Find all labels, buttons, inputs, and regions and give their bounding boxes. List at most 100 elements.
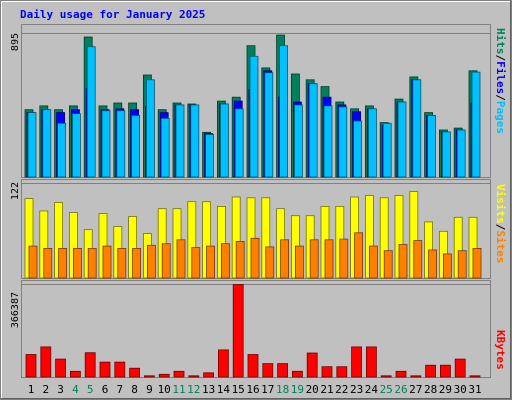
bar-pages: [471, 71, 481, 178]
bar-kbytes: [217, 349, 229, 378]
day-label: 10: [158, 383, 171, 396]
day-label: 5: [87, 383, 94, 396]
panel-middle-bars: [24, 191, 482, 279]
bar-sites: [235, 240, 245, 279]
bar-pages: [160, 118, 170, 178]
bar-kbytes: [454, 358, 466, 378]
bar-kbytes: [232, 284, 244, 378]
panel-bottom-legend: KBytes: [494, 330, 507, 370]
bar-kbytes: [439, 364, 451, 378]
day-label: 7: [116, 383, 123, 396]
bar-pages: [42, 109, 52, 178]
panel-top-bars: [24, 34, 481, 178]
day-label: 4: [72, 383, 79, 396]
day-label: 19: [291, 383, 304, 396]
panel-top-frame: [21, 24, 491, 178]
legend-separator: /: [494, 224, 507, 231]
bar-kbytes: [321, 366, 333, 378]
bar-kbytes: [114, 361, 126, 378]
day-label: 29: [439, 383, 452, 396]
day-label: 14: [217, 383, 231, 396]
legend-sites: Sites: [494, 230, 507, 263]
bar-pages: [72, 113, 81, 178]
bar-pages: [131, 115, 141, 178]
x-axis-day-labels: 1 2 3 4 5 6 7 8 9 10 11 12 13 14 15 16 17 18 19 20 21 22 23 24 2…: [28, 383, 482, 396]
day-label: 3: [57, 383, 64, 396]
bar-sites: [383, 250, 393, 279]
bar-pages: [27, 112, 37, 178]
bar-sites: [442, 253, 452, 279]
day-label: 26: [394, 383, 407, 396]
bar-sites: [368, 245, 378, 279]
bar-kbytes: [158, 373, 170, 378]
bar-kbytes: [188, 375, 200, 378]
bar-kbytes: [380, 375, 392, 378]
bar-pages: [353, 120, 363, 178]
bar-pages: [101, 110, 111, 178]
legend-separator: /: [494, 55, 507, 62]
bar-pages: [145, 79, 155, 178]
day-label: 15: [232, 383, 245, 396]
bar-sites: [73, 247, 82, 279]
bar-sites: [87, 247, 97, 279]
bar-sites: [191, 247, 201, 279]
bar-sites: [339, 238, 349, 279]
bar-sites: [280, 239, 290, 279]
bar-kbytes: [99, 361, 111, 378]
bar-pages: [249, 55, 259, 178]
day-label: 27: [409, 383, 422, 396]
bar-sites: [161, 243, 171, 279]
bar-pages: [338, 106, 348, 178]
bar-kbytes: [40, 346, 52, 378]
day-label: 17: [261, 383, 274, 396]
bar-pages: [308, 83, 318, 178]
bar-pages: [205, 134, 215, 178]
bar-kbytes: [306, 352, 318, 378]
bar-sites: [250, 237, 260, 279]
bar-kbytes: [469, 375, 481, 378]
bar-kbytes: [262, 363, 274, 378]
bar-kbytes: [395, 370, 407, 378]
panel-top-max-label: 895: [10, 33, 21, 51]
bar-sites: [176, 239, 186, 279]
bar-sites: [28, 245, 38, 279]
bar-sites: [472, 247, 482, 279]
bar-pages: [367, 108, 377, 178]
bar-kbytes: [25, 354, 37, 378]
bar-sites: [102, 245, 112, 279]
panel-bottom-max-label: 366387: [10, 292, 21, 328]
day-label: 12: [187, 383, 200, 396]
bar-pages: [279, 45, 289, 178]
bar-pages: [219, 103, 229, 178]
bar-pages: [264, 72, 274, 178]
bar-kbytes: [277, 363, 289, 378]
day-label: 20: [306, 383, 319, 396]
day-label: 28: [424, 383, 437, 396]
bar-kbytes: [55, 358, 66, 378]
bar-pages: [412, 79, 422, 178]
bar-pages: [397, 101, 407, 178]
panel-middle-max-label: 122: [10, 182, 21, 200]
day-label: 6: [102, 383, 109, 396]
panel-middle-frame: [21, 179, 491, 279]
day-label: 13: [202, 383, 215, 396]
bar-kbytes: [129, 367, 141, 378]
day-label: 25: [380, 383, 393, 396]
day-label: 1: [28, 383, 35, 396]
legend-hits: Hits: [494, 28, 507, 55]
bar-pages: [441, 131, 451, 178]
bar-sites: [206, 245, 216, 279]
bar-kbytes: [70, 370, 81, 378]
bar-kbytes: [203, 372, 215, 378]
bar-kbytes: [410, 375, 422, 378]
bar-kbytes: [291, 370, 303, 378]
bar-kbytes: [143, 375, 155, 378]
bar-pages: [293, 104, 303, 178]
bar-sites: [117, 247, 127, 279]
day-label: 11: [172, 383, 185, 396]
panel-top-legend: Hits/Files/Pages: [494, 28, 507, 134]
panel-bottom-bars: [25, 284, 481, 378]
bar-sites: [354, 232, 364, 279]
day-label: 30: [454, 383, 467, 396]
